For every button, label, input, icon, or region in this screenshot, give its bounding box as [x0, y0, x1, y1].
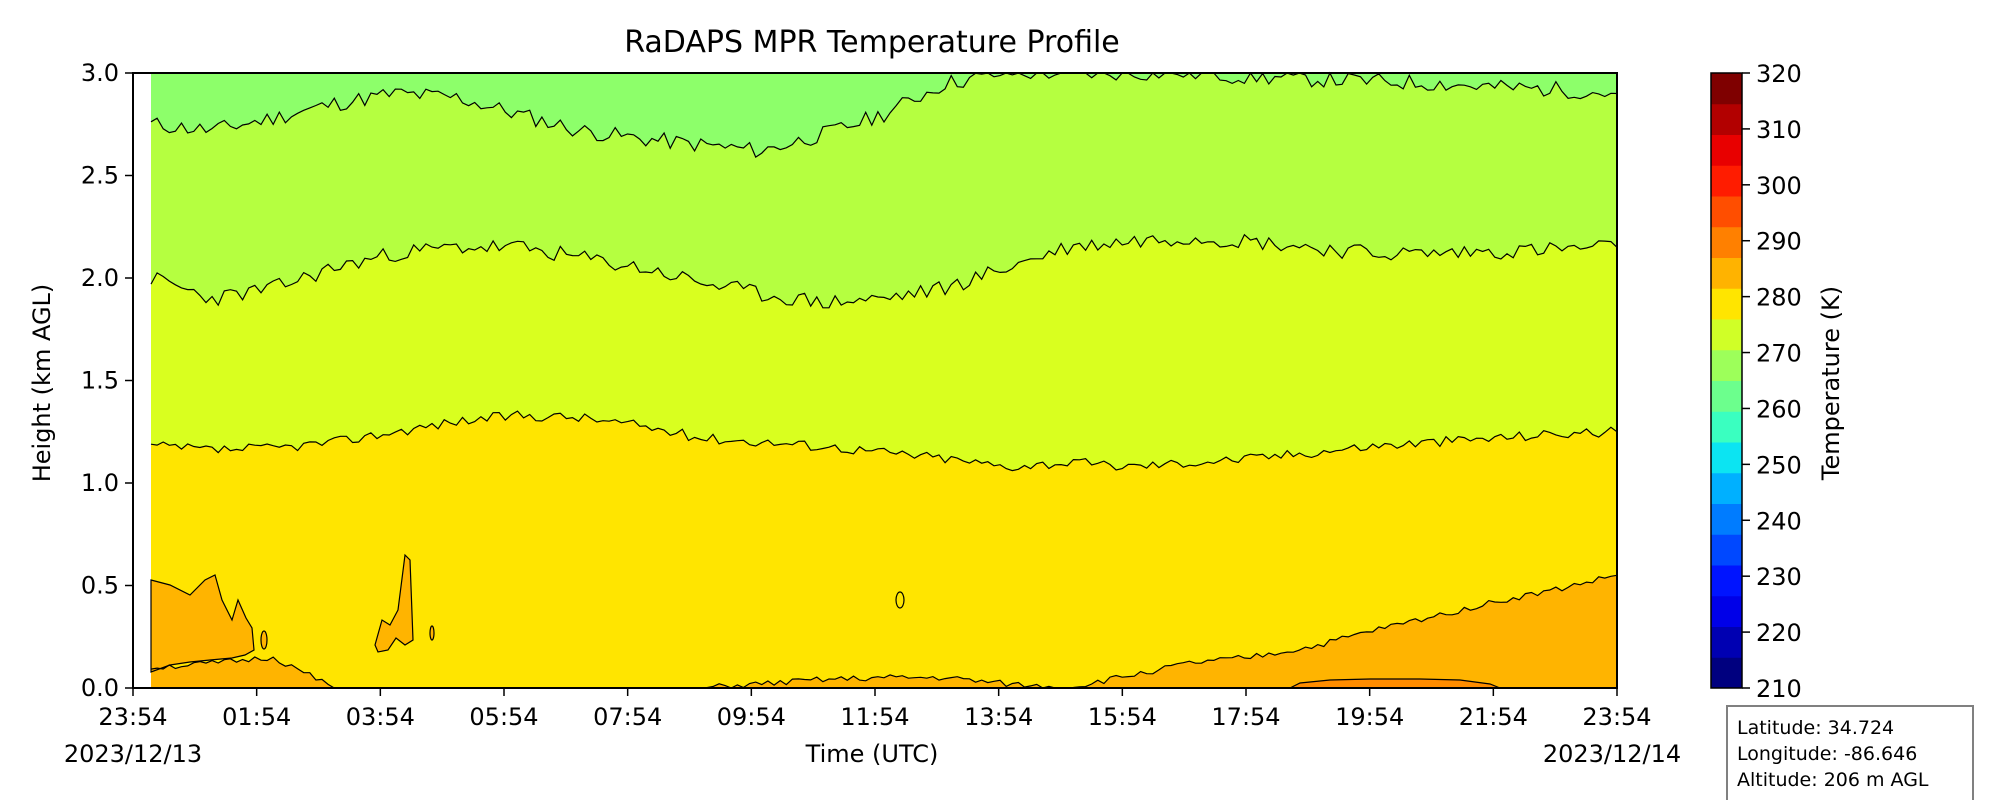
colorbar-tick-label: 210	[1756, 675, 1802, 703]
colorbar-tick-label: 240	[1756, 507, 1802, 535]
x-axis-label: Time (UTC)	[805, 740, 939, 768]
colorbar-tick-label: 280	[1756, 284, 1802, 312]
colorbar-segment	[1711, 565, 1742, 597]
colorbar-segment	[1711, 626, 1742, 658]
x-tick-label: 01:54	[222, 703, 291, 731]
colorbar-tick-label: 310	[1756, 116, 1802, 144]
y-tick-label: 3.0	[81, 59, 119, 87]
warm-speck	[429, 625, 435, 641]
chart-title: RaDAPS MPR Temperature Profile	[624, 25, 1120, 60]
colorbar-segment	[1711, 226, 1742, 258]
colorbar-segment	[1711, 657, 1742, 689]
colorbar-segment	[1711, 411, 1742, 443]
plot-area	[132, 71, 1618, 689]
x-tick-label: 15:54	[1088, 703, 1157, 731]
colorbar-tick-label: 290	[1756, 228, 1802, 256]
colorbar-tick-label: 260	[1756, 395, 1802, 423]
x-tick-label: 05:54	[469, 703, 538, 731]
y-tick-label: 1.5	[81, 367, 119, 395]
y-tick-label: 0.0	[81, 674, 119, 702]
x-tick-label: 13:54	[964, 703, 1033, 731]
colorbar-segment	[1711, 472, 1742, 504]
colorbar-segment	[1711, 103, 1742, 135]
colorbar-segment	[1711, 73, 1742, 105]
colorbar-segment	[1711, 503, 1742, 535]
x-tick-label: 21:54	[1459, 703, 1528, 731]
colorbar-segment	[1711, 134, 1742, 166]
colorbar-segment	[1711, 442, 1742, 474]
colorbar-segment	[1711, 595, 1742, 627]
colorbar: 210 220 230 240 250 260 270 280 290 300 310 320	[1710, 60, 1802, 703]
colorbar-tick-label: 230	[1756, 563, 1802, 591]
band-285-290	[151, 575, 1617, 688]
y-axis-label: Height (km AGL)	[28, 284, 56, 483]
colorbar-label: Temperature (K)	[1817, 286, 1845, 481]
colorbar-frame	[1710, 72, 1743, 689]
x-tick-label: 09:54	[717, 703, 786, 731]
x-tick-label: 17:54	[1211, 703, 1280, 731]
band-270-275	[151, 73, 1617, 308]
colorbar-segment	[1711, 319, 1742, 351]
y-tick-label: 2.5	[81, 162, 119, 190]
warm-speck	[260, 630, 268, 650]
colorbar-tick-label: 250	[1756, 451, 1802, 479]
x-axis: 23:54 01:54 03:54 05:54 07:54 09:54 11:54 13:54…	[98, 688, 1652, 731]
x-tick-label: 19:54	[1335, 703, 1404, 731]
warm-spike-0354	[374, 553, 414, 653]
colorbar-tick-label: 270	[1756, 340, 1802, 368]
colorbar-segment	[1711, 349, 1742, 381]
y-tick-label: 1.0	[81, 469, 119, 497]
start-date-label: 2023/12/13	[64, 740, 202, 768]
colorbar-segment	[1711, 534, 1742, 566]
x-tick-label: 23:54	[98, 703, 167, 731]
band-265-270	[151, 73, 1617, 158]
contour-line-275K	[150, 233, 1618, 309]
y-tick-label: 0.5	[81, 572, 119, 600]
x-tick-label: 11:54	[840, 703, 909, 731]
station-info-box: Latitude: 34.724 Longitude: -86.646 Alti…	[1726, 705, 1974, 800]
end-date-label: 2023/12/14	[1543, 740, 1681, 768]
x-tick-label: 03:54	[346, 703, 415, 731]
colorbar-segment	[1711, 288, 1742, 320]
altitude-text: Altitude: 206 m AGL	[1737, 769, 1929, 791]
colorbar-tick-label: 300	[1756, 172, 1802, 200]
longitude-text: Longitude: -86.646	[1737, 743, 1917, 765]
colorbar-segment	[1711, 196, 1742, 228]
band-290-295	[1289, 678, 1501, 689]
warm-lobe-early	[150, 574, 255, 673]
contour-island	[895, 591, 905, 609]
colorbar-segment	[1711, 257, 1742, 289]
contour-line-280K	[150, 410, 1618, 472]
y-tick-label: 2.0	[81, 264, 119, 292]
latitude-text: Latitude: 34.724	[1737, 717, 1894, 739]
x-tick-label: 07:54	[593, 703, 662, 731]
colorbar-segment	[1711, 165, 1742, 197]
contour-line-270K	[150, 71, 1618, 158]
y-axis: 0.0 0.5 1.0 1.5 2.0 2.5 3.0	[81, 59, 133, 702]
x-tick-label: 23:54	[1582, 703, 1651, 731]
colorbar-tick-label: 220	[1756, 619, 1802, 647]
colorbar-segment	[1711, 380, 1742, 412]
colorbar-tick-label: 320	[1756, 60, 1802, 88]
